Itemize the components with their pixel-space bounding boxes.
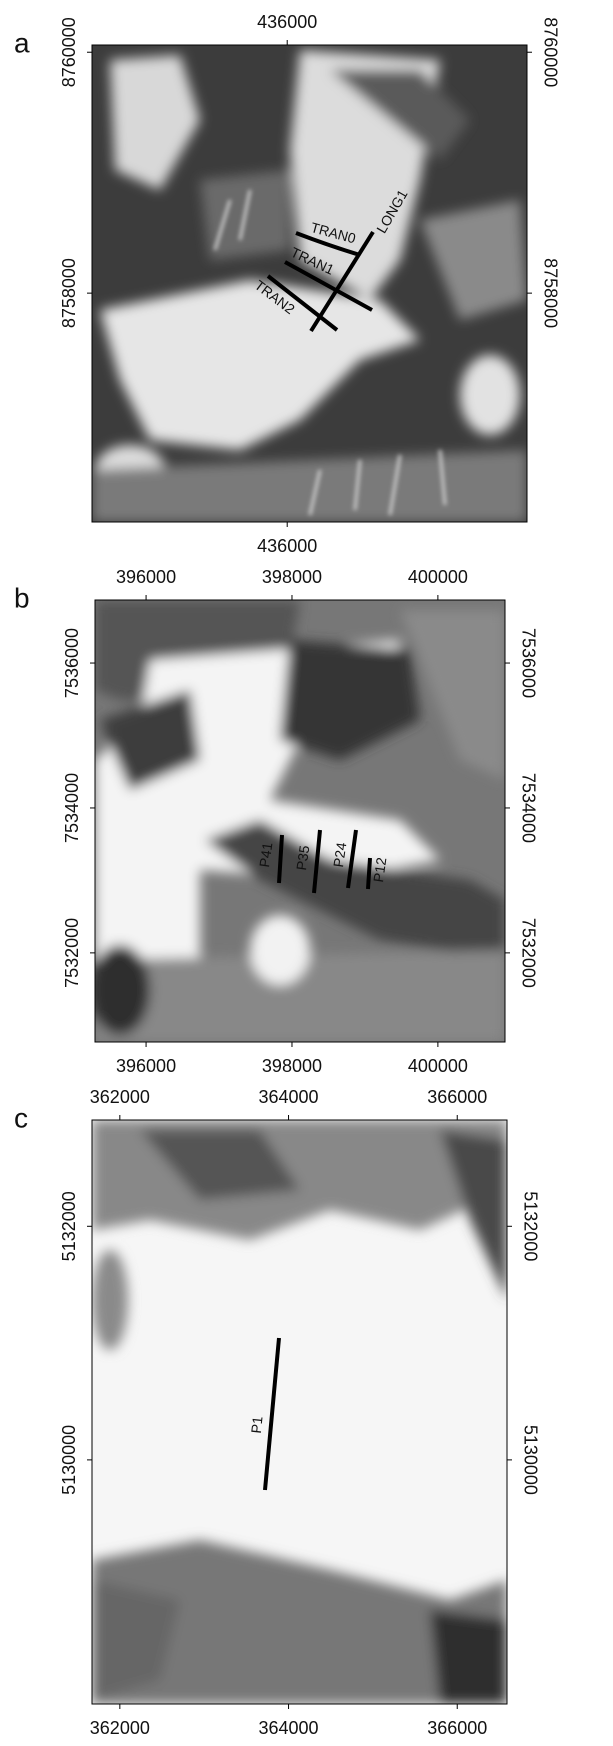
- x-tick-label: 366000: [427, 1718, 487, 1738]
- y-tick-label: 8760000: [540, 17, 560, 87]
- y-tick-label: 8760000: [59, 17, 79, 87]
- x-tick-label: 436000: [257, 12, 317, 32]
- transect-line: [277, 834, 284, 884]
- x-tick-label: 364000: [258, 1087, 318, 1107]
- image-b: [95, 600, 505, 1042]
- y-tick-label: 7532000: [518, 918, 538, 988]
- x-tick-label: 398000: [262, 1056, 322, 1076]
- x-tick-label: 362000: [90, 1718, 150, 1738]
- transect-line: [346, 829, 358, 889]
- y-tick-label: 7536000: [62, 628, 82, 698]
- y-tick-label: 8758000: [59, 258, 79, 328]
- transects-c: P1: [248, 1337, 281, 1491]
- panel-letter: a: [14, 27, 30, 58]
- transect-line: [263, 1337, 281, 1491]
- y-tick-label: 7534000: [518, 773, 538, 843]
- y-tick-label: 7532000: [62, 918, 82, 988]
- x-tick-label: 364000: [258, 1718, 318, 1738]
- y-tick-label: 5132000: [520, 1191, 540, 1261]
- transect-label: P35: [293, 844, 312, 871]
- x-tick-label: 436000: [257, 536, 317, 556]
- transect-line: [266, 274, 339, 332]
- image-a: [92, 45, 527, 522]
- panel-letter: c: [14, 1102, 28, 1133]
- y-tick-label: 7534000: [62, 773, 82, 843]
- frame-b: [94, 599, 506, 1043]
- transect-line: [295, 231, 361, 257]
- x-tick-label: 396000: [116, 1056, 176, 1076]
- transect-label: P41: [256, 841, 275, 868]
- x-tick-label: 398000: [262, 567, 322, 587]
- transect-label: P24: [330, 841, 349, 868]
- transect-line: [366, 857, 372, 890]
- x-tick-label: 366000: [427, 1087, 487, 1107]
- transect-label: P12: [370, 856, 389, 883]
- transect-line: [312, 829, 322, 894]
- x-tick-label: 396000: [116, 567, 176, 587]
- frame-c: [91, 1119, 508, 1705]
- x-tick-label: 400000: [408, 567, 468, 587]
- frame-a: [91, 44, 528, 523]
- transects-b: P41 P35 P24 P12: [256, 829, 389, 894]
- panel-letter: b: [14, 582, 30, 613]
- transect-line: [284, 260, 373, 312]
- y-tick-label: 5132000: [59, 1191, 79, 1261]
- y-tick-label: 8758000: [540, 258, 560, 328]
- transect-line: [309, 230, 375, 333]
- image-c: [92, 1120, 507, 1704]
- transect-label: P1: [248, 1415, 266, 1434]
- x-tick-label: 362000: [90, 1087, 150, 1107]
- y-tick-label: 7536000: [518, 628, 538, 698]
- y-tick-label: 5130000: [59, 1425, 79, 1495]
- x-tick-label: 400000: [408, 1056, 468, 1076]
- y-tick-label: 5130000: [520, 1425, 540, 1495]
